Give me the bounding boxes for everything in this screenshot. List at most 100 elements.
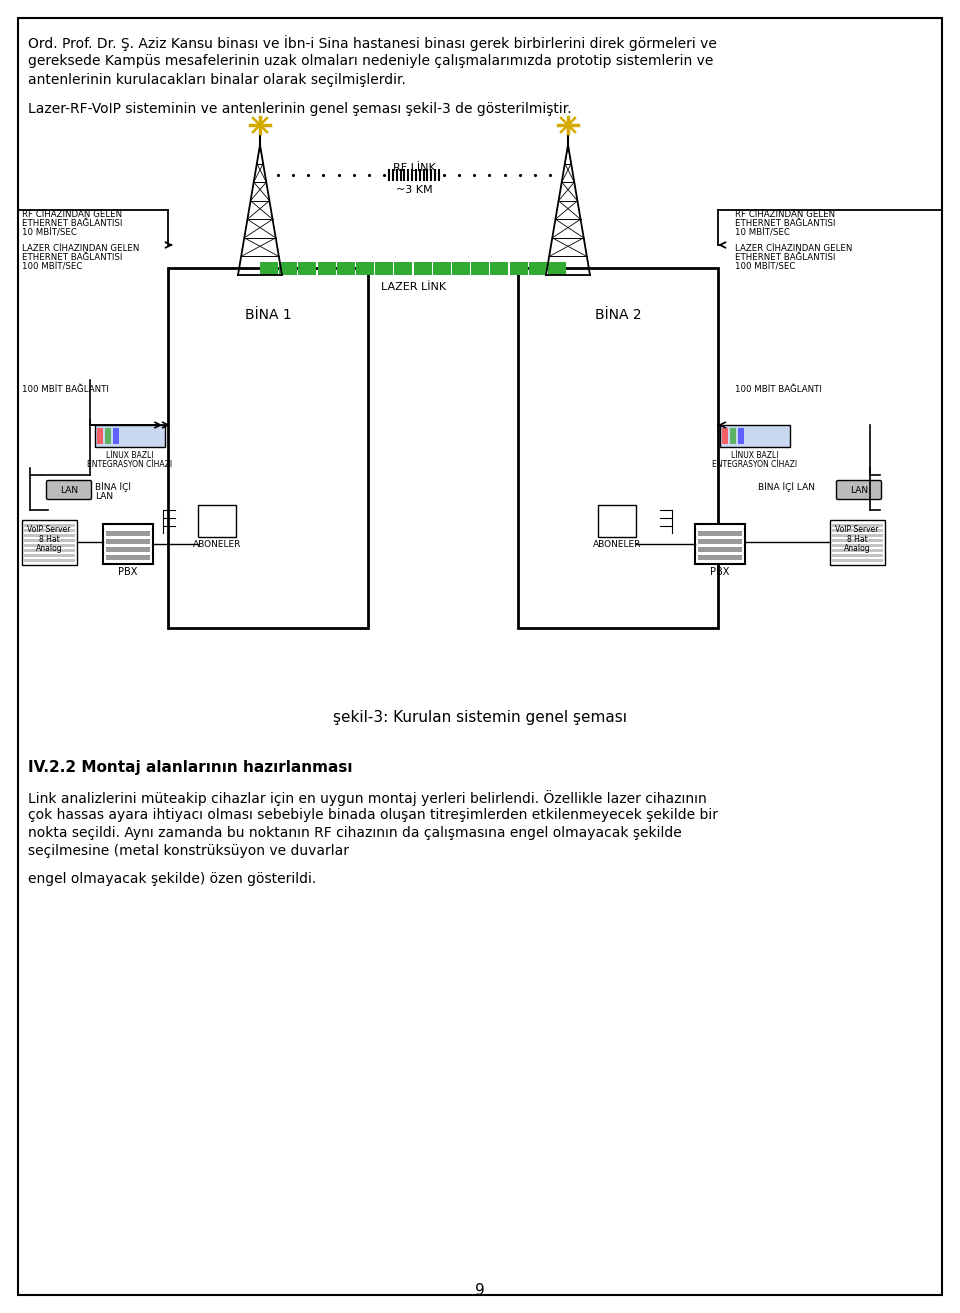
- Text: 10 MBİT/SEC: 10 MBİT/SEC: [22, 228, 77, 238]
- Bar: [452, 263, 470, 274]
- Bar: [24, 534, 75, 537]
- Text: Analog: Analog: [844, 544, 871, 553]
- Text: 100 MBİT/SEC: 100 MBİT/SEC: [22, 263, 83, 270]
- Bar: [510, 263, 528, 274]
- Bar: [738, 428, 744, 444]
- Bar: [698, 548, 742, 551]
- Bar: [105, 428, 111, 444]
- Bar: [106, 555, 150, 561]
- Text: Analog: Analog: [36, 544, 62, 553]
- Bar: [168, 268, 368, 628]
- Text: LİNUX BAZLI: LİNUX BAZLI: [107, 450, 154, 460]
- Bar: [529, 263, 547, 274]
- Bar: [103, 524, 153, 565]
- Bar: [198, 506, 236, 537]
- Text: ETHERNET BAĞLANTISI: ETHERNET BAĞLANTISI: [735, 219, 835, 228]
- Text: ETHERNET BAĞLANTISI: ETHERNET BAĞLANTISI: [22, 219, 122, 228]
- Text: VoIP Server: VoIP Server: [835, 525, 878, 534]
- Text: seçilmesine (metal konstrüksüyon ve duvarlar: seçilmesine (metal konstrüksüyon ve duva…: [28, 844, 349, 857]
- Bar: [318, 263, 336, 274]
- Bar: [832, 544, 883, 548]
- Text: 8 Hat: 8 Hat: [847, 534, 868, 544]
- Text: PBX: PBX: [118, 567, 137, 576]
- Text: 100 MBİT BAĞLANTI: 100 MBİT BAĞLANTI: [735, 385, 822, 394]
- Text: BİNA İÇİ: BİNA İÇİ: [95, 482, 131, 492]
- Bar: [722, 428, 728, 444]
- Bar: [832, 534, 883, 537]
- Bar: [433, 263, 451, 274]
- Text: BİNA 1: BİNA 1: [245, 309, 292, 322]
- Bar: [832, 529, 883, 532]
- Text: gereksede Kampüs mesafelerinin uzak olmaları nedeniyle çalışmalarımızda prototip: gereksede Kampüs mesafelerinin uzak olma…: [28, 54, 713, 68]
- Bar: [695, 524, 745, 565]
- Text: 100 MBİT BAĞLANTI: 100 MBİT BAĞLANTI: [22, 385, 108, 394]
- Text: 8 Hat: 8 Hat: [38, 534, 60, 544]
- Bar: [832, 559, 883, 562]
- Bar: [832, 524, 883, 527]
- Bar: [299, 263, 317, 274]
- Text: nokta seçildi. Aynı zamanda bu noktanın RF cihazının da çalışmasına engel olmaya: nokta seçildi. Aynı zamanda bu noktanın …: [28, 826, 682, 840]
- Text: ENTEGRASYON CİHAZI: ENTEGRASYON CİHAZI: [712, 460, 798, 469]
- Bar: [97, 428, 103, 444]
- Bar: [24, 559, 75, 562]
- Text: VoIP Server: VoIP Server: [27, 525, 71, 534]
- FancyBboxPatch shape: [836, 481, 881, 499]
- Text: engel olmayacak şekilde) özen gösterildi.: engel olmayacak şekilde) özen gösterildi…: [28, 872, 316, 886]
- FancyBboxPatch shape: [46, 481, 91, 499]
- Text: ~3 KM: ~3 KM: [396, 185, 432, 196]
- Text: LAN: LAN: [95, 492, 113, 502]
- Bar: [375, 263, 394, 274]
- Text: LİNUX BAZLI: LİNUX BAZLI: [732, 450, 779, 460]
- Bar: [24, 549, 75, 551]
- Text: ABONELER: ABONELER: [193, 540, 241, 549]
- Bar: [113, 428, 119, 444]
- Text: Lazer-RF-VoIP sisteminin ve antenlerinin genel şeması şekil-3 de gösterilmiştir.: Lazer-RF-VoIP sisteminin ve antenlerinin…: [28, 102, 571, 116]
- Text: ETHERNET BAĞLANTISI: ETHERNET BAĞLANTISI: [22, 253, 122, 263]
- Text: antenlerinin kurulacakları binalar olarak seçilmişlerdir.: antenlerinin kurulacakları binalar olara…: [28, 74, 406, 87]
- Bar: [414, 263, 432, 274]
- Text: LAZER LİNK: LAZER LİNK: [381, 282, 446, 291]
- Bar: [24, 554, 75, 557]
- Bar: [106, 530, 150, 536]
- Bar: [24, 529, 75, 532]
- Bar: [356, 263, 374, 274]
- Text: 10 MBİT/SEC: 10 MBİT/SEC: [735, 228, 790, 238]
- Bar: [279, 263, 298, 274]
- Text: 9: 9: [475, 1283, 485, 1299]
- Text: LAN: LAN: [60, 486, 78, 495]
- Text: çok hassas ayara ihtiyacı olması sebebiyle binada oluşan titreşimlerden etkilenm: çok hassas ayara ihtiyacı olması sebebiy…: [28, 807, 718, 822]
- Bar: [22, 520, 77, 565]
- Bar: [832, 549, 883, 551]
- Bar: [95, 425, 165, 446]
- Bar: [395, 263, 413, 274]
- Bar: [337, 263, 355, 274]
- Text: ABONELER: ABONELER: [593, 540, 641, 549]
- Text: şekil-3: Kurulan sistemin genel şeması: şekil-3: Kurulan sistemin genel şeması: [333, 710, 627, 725]
- Bar: [698, 540, 742, 544]
- Text: LAZER CİHAZINDAN GELEN: LAZER CİHAZINDAN GELEN: [22, 244, 139, 253]
- Text: IV.2.2 Montaj alanlarının hazırlanması: IV.2.2 Montaj alanlarının hazırlanması: [28, 760, 352, 775]
- Bar: [832, 554, 883, 557]
- Text: LAZER CİHAZINDAN GELEN: LAZER CİHAZINDAN GELEN: [735, 244, 852, 253]
- Bar: [106, 540, 150, 544]
- Bar: [830, 520, 885, 565]
- Text: ENTEGRASYON CİHAZI: ENTEGRASYON CİHAZI: [87, 460, 173, 469]
- Bar: [106, 548, 150, 551]
- Bar: [518, 268, 718, 628]
- Bar: [832, 540, 883, 542]
- Bar: [24, 544, 75, 548]
- Text: RF LİNK: RF LİNK: [393, 163, 436, 173]
- Text: PBX: PBX: [710, 567, 730, 576]
- Text: Ord. Prof. Dr. Ş. Aziz Kansu binası ve İbn-i Sina hastanesi binası gerek birbirl: Ord. Prof. Dr. Ş. Aziz Kansu binası ve İ…: [28, 35, 717, 51]
- Bar: [730, 428, 736, 444]
- Bar: [24, 540, 75, 542]
- Bar: [491, 263, 509, 274]
- Bar: [698, 530, 742, 536]
- Bar: [471, 263, 490, 274]
- Bar: [598, 506, 636, 537]
- Text: 100 MBİT/SEC: 100 MBİT/SEC: [735, 263, 796, 270]
- Text: BİNA 2: BİNA 2: [594, 309, 641, 322]
- Text: ETHERNET BAĞLANTISI: ETHERNET BAĞLANTISI: [735, 253, 835, 263]
- Bar: [260, 263, 278, 274]
- Text: Link analizlerini müteakip cihazlar için en uygun montaj yerleri belirlendi. Öze: Link analizlerini müteakip cihazlar için…: [28, 790, 707, 806]
